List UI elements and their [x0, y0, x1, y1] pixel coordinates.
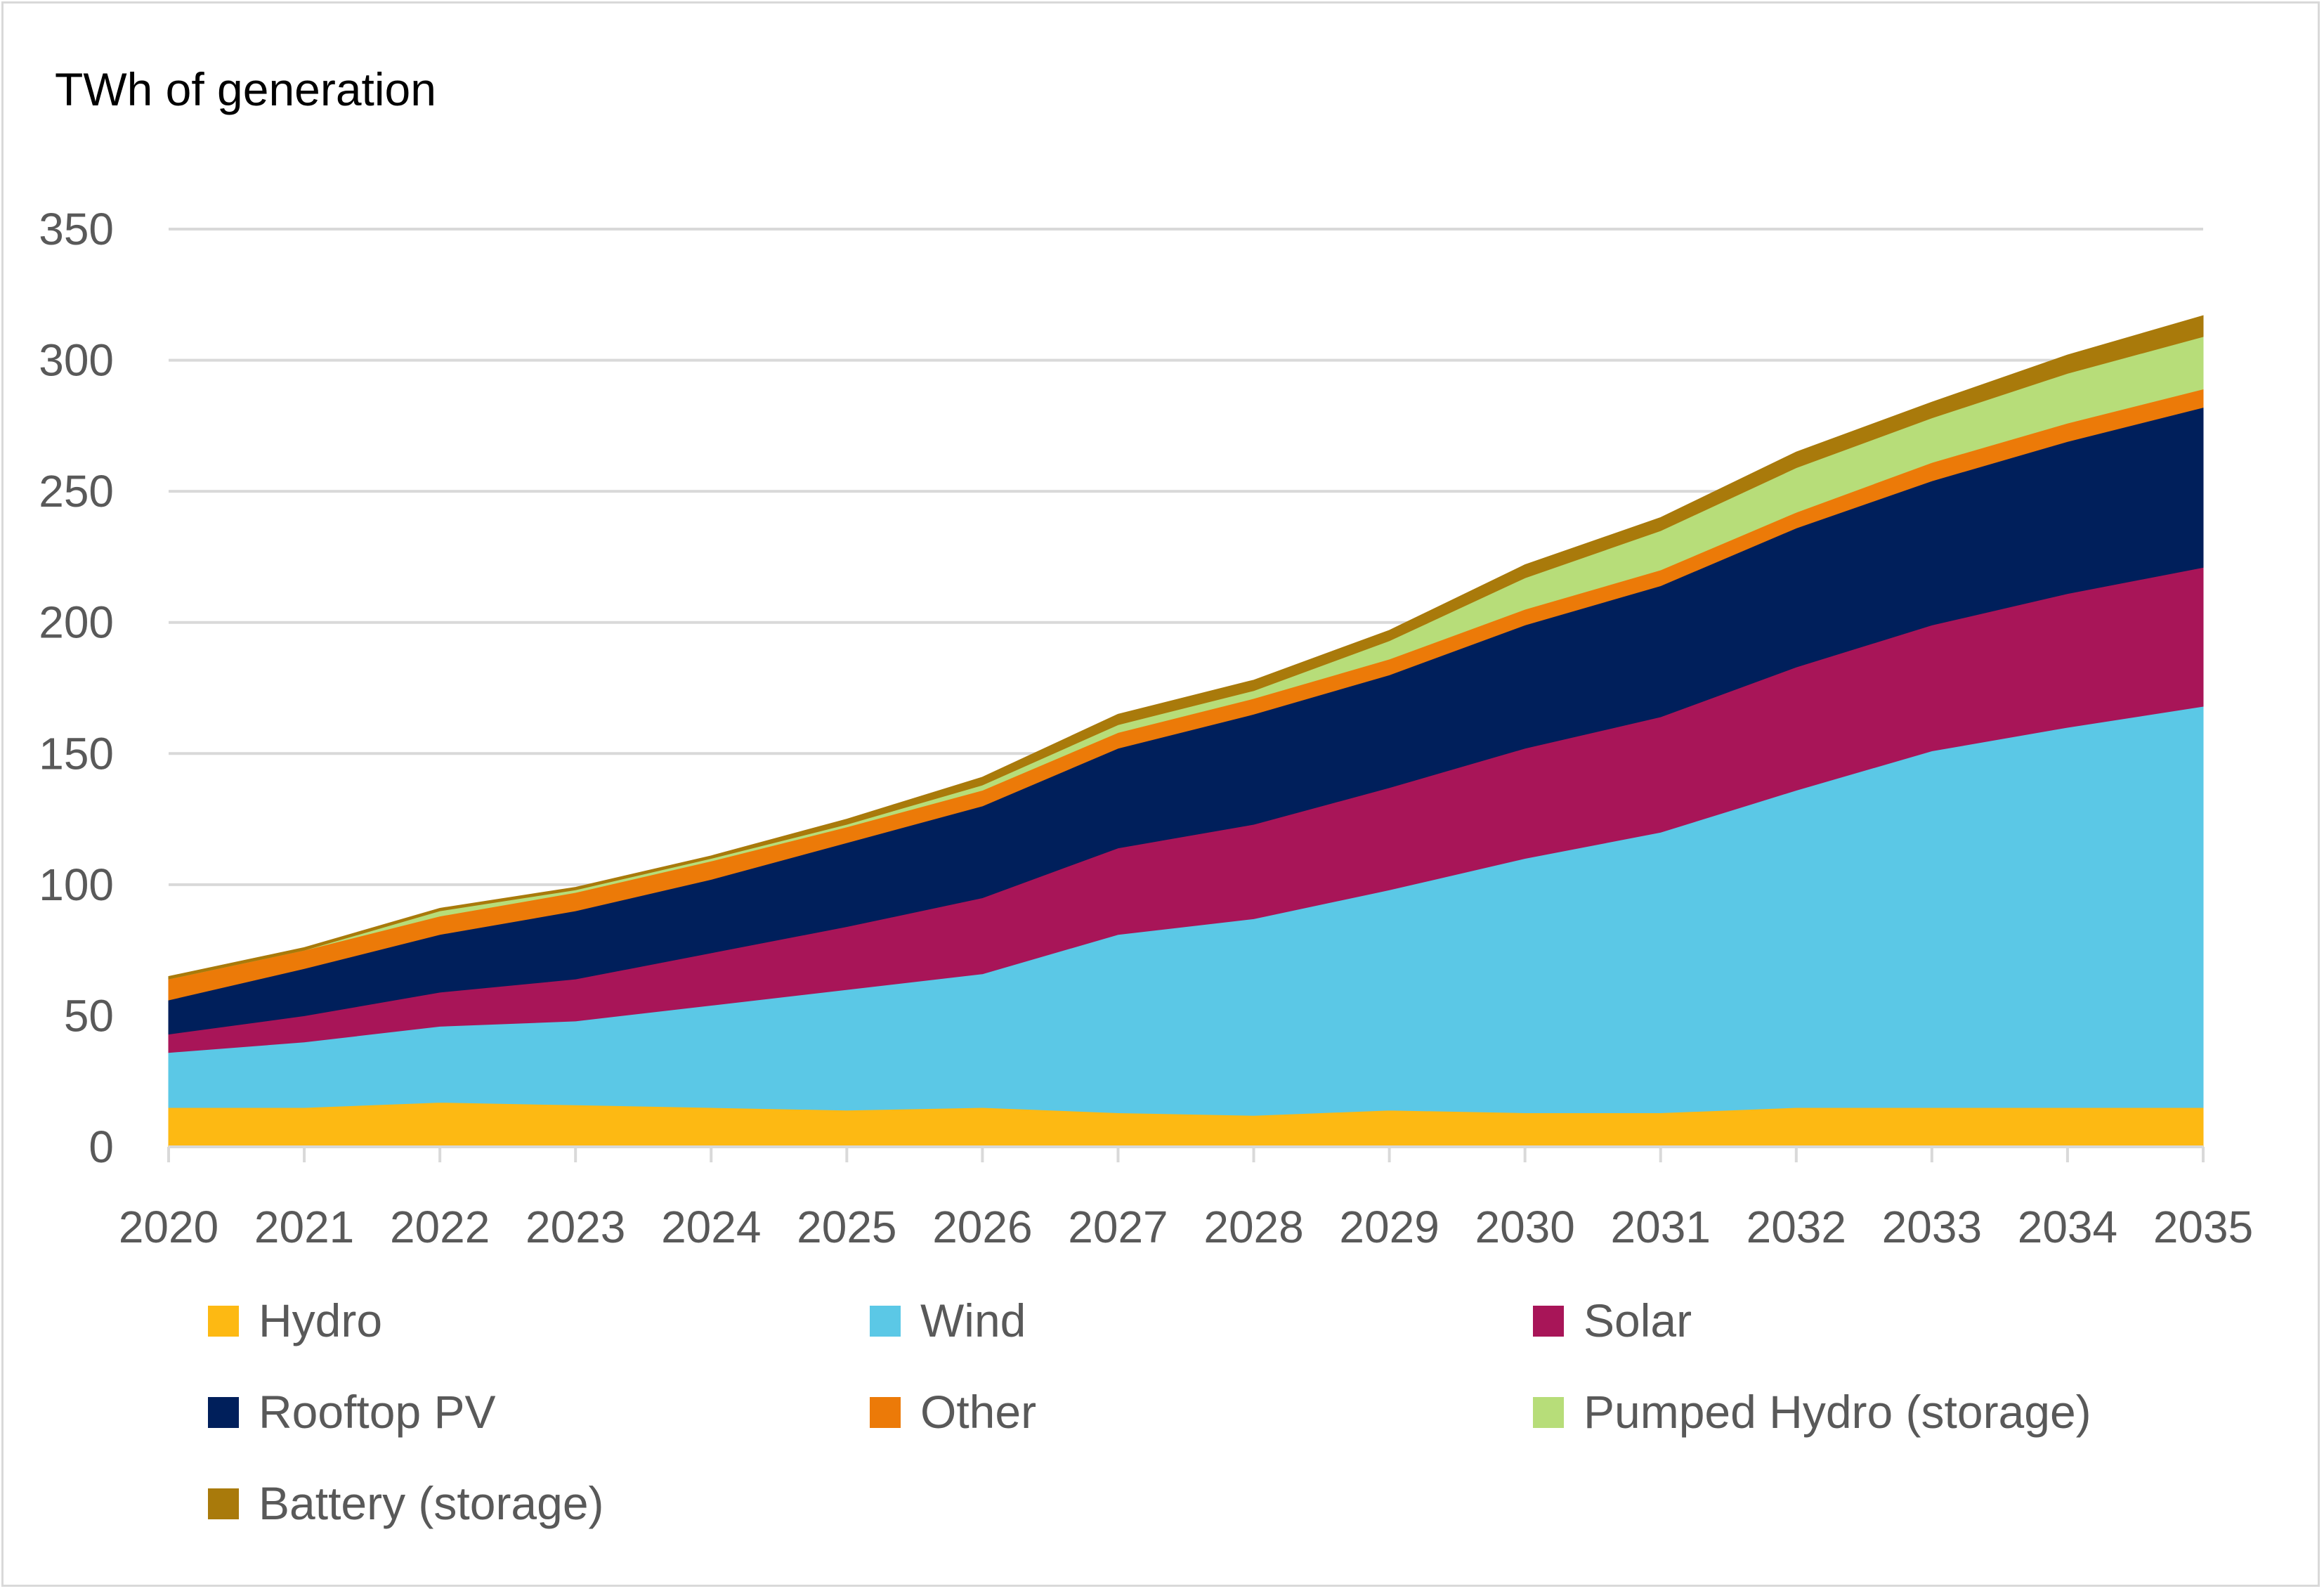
- legend-label: Rooftop PV: [259, 1386, 496, 1438]
- legend-swatch: [870, 1397, 901, 1428]
- legend-item-battery-storage: Battery (storage): [208, 1477, 604, 1529]
- legend-item-wind: Wind: [870, 1294, 1026, 1346]
- legend-swatch: [870, 1306, 901, 1337]
- legend-label: Wind: [920, 1294, 1026, 1346]
- x-tick-label: 2025: [797, 1202, 896, 1252]
- legend: Hydro Wind Solar Rooftop PV Other Pumped Hydr…: [208, 1294, 2091, 1529]
- x-tick-label: 2035: [2153, 1202, 2253, 1252]
- x-tick-label: 2031: [1611, 1202, 1711, 1252]
- x-tick-label: 2029: [1339, 1202, 1439, 1252]
- area-battery-storage: [168, 315, 2204, 980]
- legend-item-pumped-hydro-storage: Pumped Hydro (storage): [1533, 1386, 2091, 1438]
- x-tick-label: 2033: [1882, 1202, 1982, 1252]
- legend-item-hydro: Hydro: [208, 1294, 382, 1346]
- y-tick-label: 150: [39, 728, 114, 779]
- y-tick-label: 50: [64, 990, 114, 1041]
- legend-swatch: [208, 1488, 239, 1519]
- legend-swatch: [1533, 1306, 1564, 1337]
- legend-swatch: [208, 1397, 239, 1428]
- x-tick-label: 2024: [661, 1202, 761, 1252]
- legend-item-rooftop-pv: Rooftop PV: [208, 1386, 496, 1438]
- x-tick-label: 2020: [119, 1202, 218, 1252]
- series-areas: [168, 315, 2204, 1148]
- y-axis-title: TWh of generation: [55, 63, 436, 115]
- x-axis: [167, 1145, 2205, 1162]
- legend-item-solar: Solar: [1533, 1294, 1692, 1346]
- x-tick-label: 2022: [390, 1202, 490, 1252]
- x-tick-label: 2027: [1068, 1202, 1168, 1252]
- legend-label: Other: [920, 1386, 1036, 1438]
- x-tick-label: 2030: [1475, 1202, 1574, 1252]
- legend-label: Pumped Hydro (storage): [1584, 1386, 2091, 1438]
- x-tick-label: 2023: [525, 1202, 625, 1252]
- x-tick-label: 2026: [932, 1202, 1032, 1252]
- legend-label: Battery (storage): [259, 1477, 604, 1529]
- legend-label: Solar: [1584, 1294, 1692, 1346]
- x-tick-labels: 2020 2021 2022 2023 2024 2025 2026 2027 2028 2029…: [119, 1202, 2253, 1252]
- y-tick-label: 100: [39, 859, 114, 910]
- y-tick-labels: 0 50 100 150 200 250 300 350: [39, 204, 114, 1172]
- legend-label: Hydro: [259, 1294, 382, 1346]
- legend-item-other: Other: [870, 1386, 1036, 1438]
- y-tick-label: 350: [39, 204, 114, 254]
- y-tick-label: 0: [89, 1122, 114, 1172]
- x-tick-label: 2028: [1203, 1202, 1303, 1252]
- y-tick-label: 200: [39, 597, 114, 648]
- x-tick-label: 2034: [2018, 1202, 2117, 1252]
- legend-swatch: [1533, 1397, 1564, 1428]
- x-tick-label: 2032: [1747, 1202, 1846, 1252]
- x-tick-label: 2021: [254, 1202, 354, 1252]
- y-tick-label: 250: [39, 466, 114, 517]
- y-tick-label: 300: [39, 335, 114, 386]
- legend-swatch: [208, 1306, 239, 1337]
